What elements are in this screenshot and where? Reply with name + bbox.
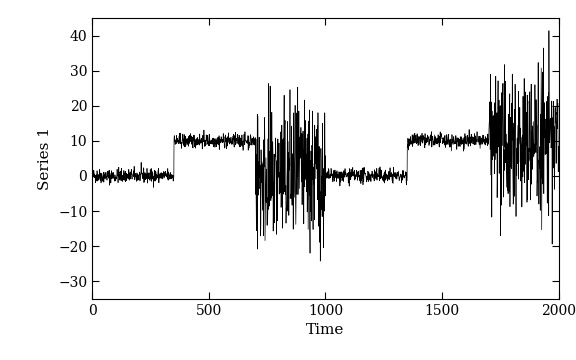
X-axis label: Time: Time bbox=[306, 323, 344, 337]
Y-axis label: Series 1: Series 1 bbox=[39, 127, 52, 190]
